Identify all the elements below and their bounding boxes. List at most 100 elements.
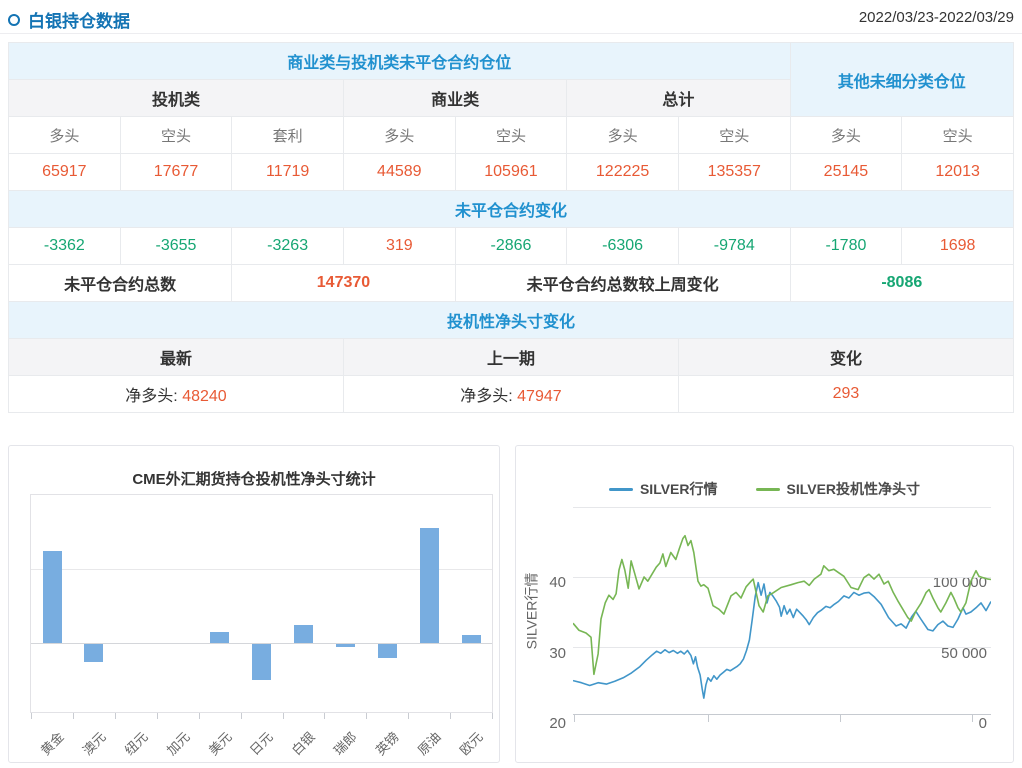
col-header: 套利 <box>231 116 344 154</box>
position-value: 25145 <box>789 153 903 191</box>
zero-axis-line <box>31 643 492 644</box>
change-band-header: 未平仓合约变化 <box>8 190 1014 228</box>
legend-item-silver-net-position[interactable]: SILVER投机性净头寸 <box>755 479 921 499</box>
col-header: 空头 <box>677 116 791 154</box>
legend-item-silver-price[interactable]: SILVER行情 <box>608 479 718 499</box>
table-row: 净多头: 48240 净多头: 47947 293 <box>8 375 1015 413</box>
net-header-latest: 最新 <box>8 338 344 376</box>
table-row: 投机性净头寸变化 <box>8 301 1014 339</box>
bar-美元 <box>210 632 230 643</box>
table-row: 多头 空头 套利 多头 空头 多头 空头 多头 空头 <box>8 116 1014 154</box>
net-previous-cell: 净多头: 47947 <box>342 375 679 413</box>
position-value: 12013 <box>901 153 1014 191</box>
weekly-change-value: -8086 <box>789 264 1015 302</box>
net-latest-label: 净多头: <box>125 388 178 405</box>
table-row: 商业类与投机类未平仓合约仓位 其他未细分类仓位 <box>8 42 1015 117</box>
net-latest-value: 48240 <box>182 388 227 405</box>
change-value: 1698 <box>901 227 1014 265</box>
change-value: -3263 <box>231 227 344 265</box>
x-axis-tick <box>282 713 284 719</box>
table-row: 最新 上一期 变化 <box>8 338 1015 376</box>
line-chart-svg <box>572 507 992 722</box>
position-value: 65917 <box>8 153 121 191</box>
group-header-other: 其他未细分类仓位 <box>789 42 1015 117</box>
circle-bullet-icon <box>8 13 20 26</box>
table-row: 投机类 商业类 总计 <box>8 79 1014 117</box>
bar-chart-panel: CME外汇期货持仓投机性净头寸统计 黄金 澳元 纽元 加元 美元 日元 白银 瑞郎 英镑 原油 欧元 <box>8 445 500 763</box>
col-header: 空头 <box>119 116 233 154</box>
positions-table: 商业类与投机类未平仓合约仓位 其他未细分类仓位 投机类 商业类 总计 多头 空头… <box>7 42 1015 413</box>
table-row: 未平仓合约总数 147370 未平仓合约总数较上周变化 -8086 <box>7 264 1015 302</box>
table-row: 未平仓合约变化 <box>8 190 1014 228</box>
bar-欧元 <box>461 635 481 643</box>
net-header-change: 变化 <box>677 338 1015 376</box>
x-axis-tick <box>450 713 452 719</box>
net-header-previous: 上一期 <box>342 338 679 376</box>
left-axis-tick: 20 <box>549 715 566 732</box>
col-header: 多头 <box>342 116 456 154</box>
bar-瑞郎 <box>335 644 355 647</box>
green-line-swatch-icon <box>755 487 780 491</box>
x-axis-tick <box>324 713 326 719</box>
change-value: -6306 <box>566 227 679 265</box>
line-series-SILVER行情 <box>572 581 992 699</box>
x-axis-tick <box>408 713 410 719</box>
group-header-main: 商业类与投机类未平仓合约仓位 <box>8 42 791 80</box>
bar-黄金 <box>42 550 62 643</box>
left-axis-tick: 30 <box>549 645 566 662</box>
gridline <box>31 569 492 570</box>
legend-label: SILVER行情 <box>639 481 718 497</box>
x-axis-tick <box>366 713 368 719</box>
col-header: 空头 <box>901 116 1014 154</box>
bar-英镑 <box>377 644 397 658</box>
page-title: 白银持仓数据 <box>28 12 130 31</box>
page-header: 白银持仓数据 2022/03/23-2022/03/29 <box>0 0 1022 34</box>
right-axis-tick: 50 000 <box>941 645 987 662</box>
change-value: 319 <box>342 227 456 265</box>
line-plot <box>572 507 992 727</box>
net-previous-label: 净多头: <box>460 388 513 405</box>
right-axis-tick: 100 000 <box>932 574 987 591</box>
bar-澳元 <box>84 644 104 662</box>
col-header: 多头 <box>566 116 679 154</box>
table-row: 65917 17677 11719 44589 105961 122225 13… <box>8 153 1014 191</box>
change-value: -2866 <box>454 227 568 265</box>
bar-日元 <box>252 644 271 680</box>
subgroup-commercial: 商业类 <box>342 79 568 117</box>
bar-chart-title: CME外汇期货持仓投机性净头寸统计 <box>132 471 376 488</box>
subgroup-total: 总计 <box>566 79 791 117</box>
line-series-SILVER投机性净头寸 <box>572 534 992 676</box>
position-value: 135357 <box>677 153 791 191</box>
position-value: 17677 <box>119 153 233 191</box>
bar-白银 <box>293 625 313 643</box>
weekly-change-label: 未平仓合约总数较上周变化 <box>454 264 791 302</box>
net-change-value: 293 <box>677 375 1015 413</box>
subgroup-speculative: 投机类 <box>8 79 344 117</box>
left-axis-name: SILVER行情 <box>523 572 540 649</box>
x-axis-tick <box>492 713 493 719</box>
position-value: 105961 <box>454 153 568 191</box>
title-wrap: 白银持仓数据 <box>8 7 130 32</box>
chart-legend: SILVER行情 SILVER投机性净头寸 <box>516 479 1013 499</box>
x-axis-tick <box>156 713 158 719</box>
total-oi-value: 147370 <box>231 264 456 302</box>
change-value: -9784 <box>677 227 791 265</box>
x-axis-tick <box>31 713 32 719</box>
bar-plot: 黄金 澳元 纽元 加元 美元 日元 白银 瑞郎 英镑 原油 欧元 <box>30 494 493 758</box>
blue-line-swatch-icon <box>608 487 633 491</box>
net-band-header: 投机性净头寸变化 <box>8 301 1014 339</box>
legend-label: SILVER投机性净头寸 <box>786 481 921 497</box>
col-header: 多头 <box>789 116 903 154</box>
right-axis-tick: 0 <box>978 715 987 732</box>
bar-原油 <box>419 527 439 643</box>
change-value: -1780 <box>789 227 903 265</box>
x-axis-tick <box>72 713 74 719</box>
net-latest-cell: 净多头: 48240 <box>8 375 344 413</box>
change-value: -3362 <box>8 227 121 265</box>
net-previous-value: 47947 <box>517 388 562 405</box>
x-axis-tick <box>198 713 200 719</box>
table-row: -3362 -3655 -3263 319 -2866 -6306 -9784 … <box>8 227 1014 265</box>
date-range: 2022/03/23-2022/03/29 <box>858 9 1014 26</box>
left-axis-tick: 40 <box>549 574 566 591</box>
line-chart-panel: SILVER行情 SILVER投机性净头寸 SILVER行情 40 30 20 … <box>515 445 1014 763</box>
